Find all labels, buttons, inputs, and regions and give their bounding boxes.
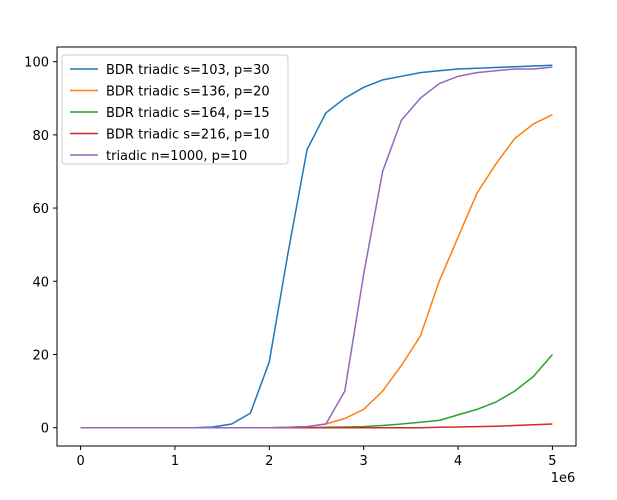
series-line [80,354,553,429]
x-offset-label: 1e6 [551,471,576,486]
legend-label: triadic n=1000, p=10 [106,149,247,164]
legend-label: BDR triadic s=164, p=15 [106,106,270,121]
y-tick-label: 80 [32,129,49,144]
y-tick-label: 100 [24,56,49,71]
y-tick-label: 20 [32,348,49,363]
legend-label: BDR triadic s=216, p=10 [106,128,270,143]
y-tick-label: 0 [41,422,49,437]
legend: BDR triadic s=103, p=30 BDR triadic s=136… [61,54,289,165]
y-tick-label: 60 [32,202,49,217]
legend-label: BDR triadic s=103, p=30 [106,63,270,78]
x-tick-label: 2 [265,454,273,469]
x-tick-label: 1 [171,454,179,469]
x-tick-label: 4 [454,454,462,469]
x-tick-label: 0 [76,454,84,469]
legend-box [61,54,289,165]
y-tick-label: 40 [32,275,49,290]
series-line [80,66,553,429]
legend-label: BDR triadic s=136, p=20 [106,85,270,100]
plot-frame [56,46,577,447]
x-tick-label: 5 [548,454,556,469]
x-tick-label: 3 [360,454,368,469]
